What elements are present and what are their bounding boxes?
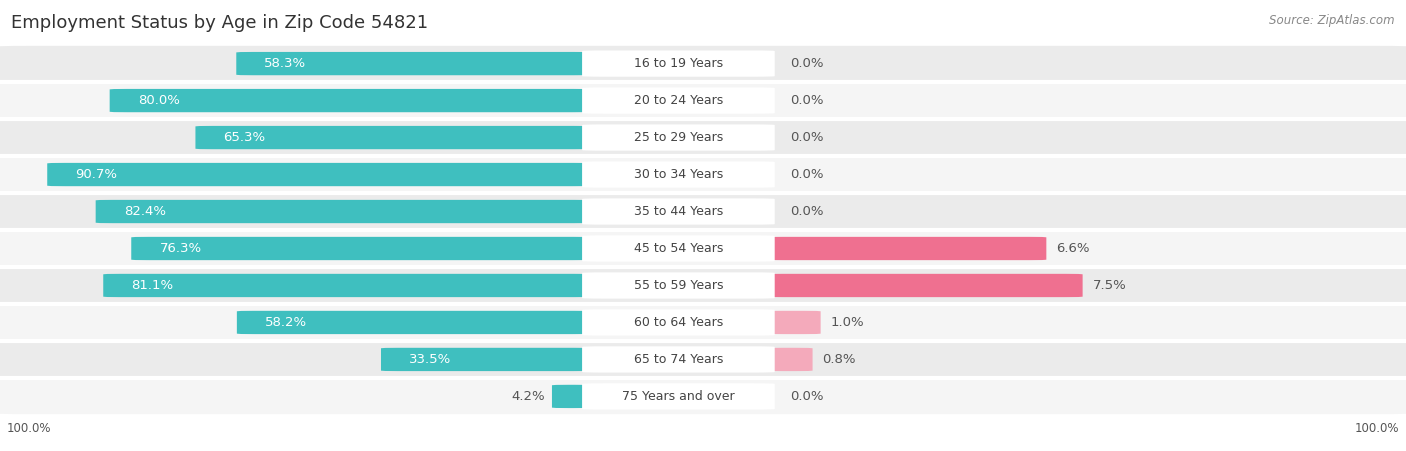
Text: 100.0%: 100.0% [1354, 422, 1399, 435]
Legend: In Labor Force, Unemployed: In Labor Force, Unemployed [578, 449, 828, 451]
FancyBboxPatch shape [0, 120, 1406, 155]
Text: 45 to 54 Years: 45 to 54 Years [634, 242, 723, 255]
Text: 30 to 34 Years: 30 to 34 Years [634, 168, 723, 181]
FancyBboxPatch shape [131, 237, 591, 260]
FancyBboxPatch shape [96, 200, 591, 223]
FancyBboxPatch shape [236, 52, 591, 75]
FancyBboxPatch shape [582, 309, 775, 336]
Text: 0.0%: 0.0% [790, 168, 824, 181]
Text: 20 to 24 Years: 20 to 24 Years [634, 94, 723, 107]
FancyBboxPatch shape [582, 124, 775, 151]
Text: 4.2%: 4.2% [512, 390, 546, 403]
FancyBboxPatch shape [0, 231, 1406, 266]
FancyBboxPatch shape [0, 379, 1406, 414]
Text: 65.3%: 65.3% [224, 131, 266, 144]
Text: 16 to 19 Years: 16 to 19 Years [634, 57, 723, 70]
Text: 80.0%: 80.0% [138, 94, 180, 107]
Text: 7.5%: 7.5% [1092, 279, 1126, 292]
FancyBboxPatch shape [0, 83, 1406, 118]
Text: 100.0%: 100.0% [7, 422, 52, 435]
FancyBboxPatch shape [766, 311, 821, 334]
Text: 58.3%: 58.3% [264, 57, 307, 70]
FancyBboxPatch shape [0, 268, 1406, 303]
FancyBboxPatch shape [582, 198, 775, 225]
Text: 0.0%: 0.0% [790, 94, 824, 107]
FancyBboxPatch shape [48, 163, 591, 186]
Text: 81.1%: 81.1% [131, 279, 173, 292]
FancyBboxPatch shape [582, 161, 775, 188]
FancyBboxPatch shape [195, 126, 591, 149]
Text: 76.3%: 76.3% [159, 242, 201, 255]
Text: 1.0%: 1.0% [831, 316, 865, 329]
Text: 6.6%: 6.6% [1056, 242, 1090, 255]
Text: 0.0%: 0.0% [790, 205, 824, 218]
FancyBboxPatch shape [766, 348, 813, 371]
Text: Source: ZipAtlas.com: Source: ZipAtlas.com [1270, 14, 1395, 27]
FancyBboxPatch shape [0, 194, 1406, 229]
Text: 0.0%: 0.0% [790, 131, 824, 144]
Text: 58.2%: 58.2% [264, 316, 307, 329]
Text: 25 to 29 Years: 25 to 29 Years [634, 131, 723, 144]
FancyBboxPatch shape [103, 274, 591, 297]
FancyBboxPatch shape [381, 348, 591, 371]
FancyBboxPatch shape [766, 274, 1083, 297]
Text: 75 Years and over: 75 Years and over [621, 390, 735, 403]
Text: 65 to 74 Years: 65 to 74 Years [634, 353, 723, 366]
Text: 0.0%: 0.0% [790, 57, 824, 70]
FancyBboxPatch shape [582, 51, 775, 77]
Text: 90.7%: 90.7% [76, 168, 117, 181]
Text: 33.5%: 33.5% [409, 353, 451, 366]
FancyBboxPatch shape [0, 342, 1406, 377]
Text: 60 to 64 Years: 60 to 64 Years [634, 316, 723, 329]
Text: 0.8%: 0.8% [823, 353, 856, 366]
FancyBboxPatch shape [582, 383, 775, 410]
FancyBboxPatch shape [0, 305, 1406, 340]
Text: 55 to 59 Years: 55 to 59 Years [634, 279, 723, 292]
FancyBboxPatch shape [582, 272, 775, 299]
FancyBboxPatch shape [582, 346, 775, 373]
FancyBboxPatch shape [236, 311, 591, 334]
Text: 82.4%: 82.4% [124, 205, 166, 218]
Text: 0.0%: 0.0% [790, 390, 824, 403]
FancyBboxPatch shape [766, 237, 1046, 260]
Text: 35 to 44 Years: 35 to 44 Years [634, 205, 723, 218]
FancyBboxPatch shape [0, 157, 1406, 192]
FancyBboxPatch shape [110, 89, 591, 112]
FancyBboxPatch shape [553, 385, 591, 408]
FancyBboxPatch shape [0, 46, 1406, 81]
FancyBboxPatch shape [582, 87, 775, 114]
FancyBboxPatch shape [582, 235, 775, 262]
Text: Employment Status by Age in Zip Code 54821: Employment Status by Age in Zip Code 548… [11, 14, 429, 32]
